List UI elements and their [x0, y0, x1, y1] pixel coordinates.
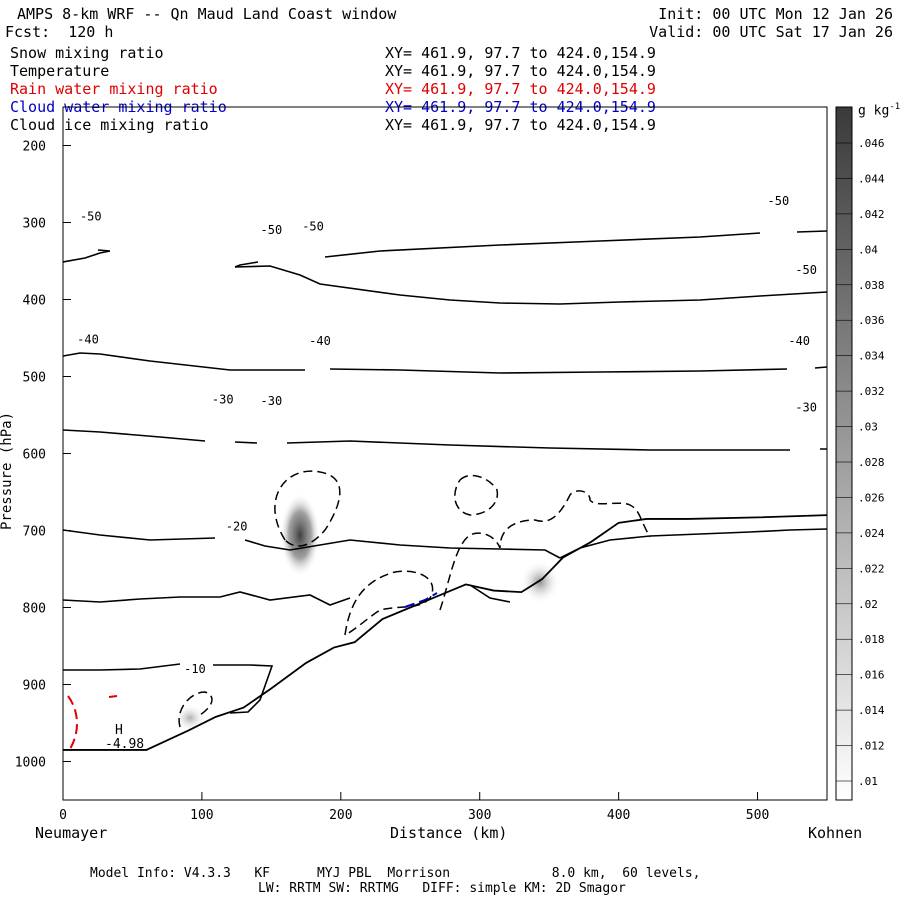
init-time: Init: 00 UTC Mon 12 Jan 26	[658, 5, 893, 23]
forecast-hour: Fcst: 120 h	[5, 23, 114, 41]
y-tick-label: 800	[23, 602, 46, 617]
y-tick-label: 500	[23, 371, 46, 386]
temperature-contour-label: -30	[795, 400, 817, 414]
cloud-ice-contours	[178, 470, 651, 728]
right-endpoint-label: Kohnen	[808, 824, 863, 842]
colorbar-tick-label: .02	[858, 598, 878, 611]
isotherm-upper-50	[63, 249, 827, 305]
colorbar-tick-label: .026	[858, 491, 885, 504]
temperature-contour-label: -40	[77, 333, 99, 347]
colorbar-tick-label: .03	[858, 421, 878, 434]
y-axis-label: Pressure (hPa)	[0, 411, 16, 531]
colorbar	[835, 106, 853, 801]
physics-info: LW: RRTM SW: RRTMG DIFF: simple KM: 2D S…	[258, 881, 626, 896]
max-marker-letter: H	[115, 723, 123, 738]
colorbar-tick-label: .028	[858, 456, 885, 469]
valid-time: Valid: 00 UTC Sat 17 Jan 26	[649, 23, 893, 41]
x-axis-label: Distance (km)	[390, 824, 508, 842]
isotherm-20	[63, 528, 827, 559]
snow-shading-low	[174, 704, 206, 732]
left-endpoint-label: Neumayer	[35, 824, 108, 842]
temperature-contour-label: -30	[261, 394, 283, 408]
x-tick-label: 200	[329, 808, 352, 823]
colorbar-tick-label: .01	[858, 775, 878, 788]
x-tick-label: 300	[468, 808, 491, 823]
snow-shading-max	[280, 493, 320, 577]
field-xy-snow: XY= 461.9, 97.7 to 424.0,154.9	[385, 44, 656, 62]
cloud-water-contour	[404, 592, 438, 608]
field-name-cloud-ice: Cloud ice mixing ratio	[10, 116, 209, 134]
colorbar-tick-label: .044	[858, 172, 885, 185]
colorbar-tick-label: .022	[858, 562, 885, 575]
isotherm-30	[63, 429, 827, 451]
x-tick-label: 500	[746, 808, 769, 823]
temperature-contour-label: -50	[795, 263, 817, 277]
y-tick-label: 600	[23, 448, 46, 463]
terrain-surface	[63, 514, 828, 751]
cloud-ice-contour-1	[274, 470, 341, 547]
isotherm-15	[63, 584, 511, 606]
y-tick-label: 900	[23, 679, 46, 694]
temperature-contour-label: -50	[302, 219, 324, 233]
colorbar-unit: g kg-1	[858, 100, 900, 118]
field-name-rain: Rain water mixing ratio	[10, 80, 218, 98]
colorbar-unit-exponent: -1	[889, 102, 900, 112]
colorbar-tick-label: .038	[858, 279, 885, 292]
colorbar-tick-label: .012	[858, 740, 885, 753]
y-tick-label: 200	[23, 140, 46, 155]
temperature-contour-label: -30	[212, 393, 234, 407]
temperature-contour-label: -40	[788, 334, 810, 348]
colorbar-tick-label: .046	[858, 137, 885, 150]
field-xy-temperature: XY= 461.9, 97.7 to 424.0,154.9	[385, 62, 656, 80]
x-tick-label: 100	[190, 808, 213, 823]
field-xy-cloud-ice: XY= 461.9, 97.7 to 424.0,154.9	[385, 116, 656, 134]
colorbar-tick-label: .018	[858, 633, 885, 646]
x-tick-label: 400	[607, 808, 630, 823]
y-tick-label: 1000	[15, 756, 46, 771]
colorbar-tick-label: .042	[858, 208, 885, 221]
temperature-contours	[63, 230, 827, 714]
colorbar-tick-label: .04	[858, 243, 878, 256]
colorbar-tick-label: .024	[858, 527, 885, 540]
max-marker-value: -4.98	[105, 737, 145, 752]
field-name-snow: Snow mixing ratio	[10, 44, 164, 62]
plot-frame	[62, 106, 828, 801]
y-tick-label: 300	[23, 217, 46, 232]
field-name-temperature: Temperature	[10, 62, 110, 80]
colorbar-tick-label: .036	[858, 314, 885, 327]
temperature-contour-label: -50	[80, 209, 102, 223]
rain-water-contour	[67, 695, 78, 753]
isotherm-lower-50-left	[234, 230, 827, 268]
field-xy-rain: XY= 461.9, 97.7 to 424.0,154.9	[385, 80, 656, 98]
chart-title: AMPS 8-km WRF -- Qn Maud Land Coast wind…	[17, 5, 397, 23]
colorbar-tick-label: .014	[858, 704, 885, 717]
cloud-ice-contour-4	[454, 474, 499, 516]
colorbar-unit-text: g kg	[858, 103, 890, 119]
y-tick-label: 700	[23, 525, 46, 540]
temperature-contour-label: -50	[768, 194, 790, 208]
colorbar-tick-label: .032	[858, 385, 885, 398]
temperature-contour-label: -10	[184, 662, 206, 676]
temperature-contour-label: -20	[226, 520, 248, 534]
temperature-contour-label: -50	[261, 223, 283, 237]
x-tick-label: 0	[59, 808, 67, 823]
model-info: Model Info: V4.3.3 KF MYJ PBL Morrison 8…	[90, 866, 701, 881]
cloud-ice-contour-3	[439, 490, 651, 611]
isotherm-40	[63, 352, 827, 374]
temperature-contour-label: -40	[309, 334, 331, 348]
isotherm-10-loop	[63, 663, 274, 714]
cloud-ice-contour-5	[178, 691, 213, 728]
colorbar-tick-label: .016	[858, 669, 885, 682]
colorbar-tick-label: .034	[858, 350, 885, 363]
y-tick-label: 400	[23, 294, 46, 309]
rain-water-contour-small	[108, 695, 118, 698]
